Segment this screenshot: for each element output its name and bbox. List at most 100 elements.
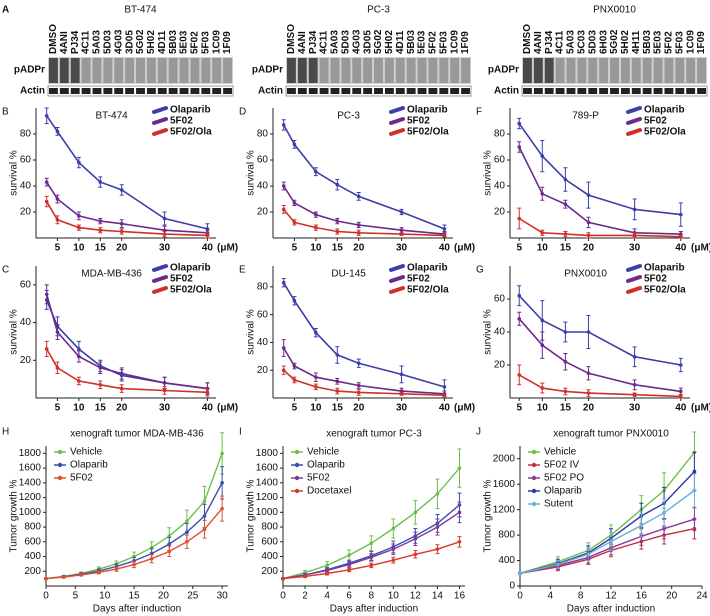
panel-letter: G	[476, 265, 484, 276]
data-point	[356, 231, 361, 235]
lane-label: 3D05	[124, 30, 135, 54]
blot-title: BT-474	[124, 5, 157, 16]
panel-letter: A	[2, 5, 9, 16]
pADPr-smear	[533, 58, 543, 83]
data-point	[314, 385, 318, 389]
data-point	[399, 210, 404, 214]
data-point	[98, 180, 103, 184]
data-point	[347, 553, 351, 557]
legend-marker	[294, 488, 300, 494]
data-point	[98, 228, 103, 232]
x-tick-label: 20	[353, 403, 365, 414]
pADPr-smear	[330, 58, 340, 83]
data-point	[202, 527, 207, 532]
legend-swatch	[152, 286, 168, 294]
data-point	[167, 534, 172, 538]
data-point	[586, 330, 591, 334]
legend-label: 5F02	[407, 274, 430, 285]
x-tick-label: 5	[292, 243, 298, 254]
panel-letter: J	[476, 427, 481, 438]
data-point	[632, 383, 637, 387]
actin-band	[450, 88, 460, 94]
pADPr-smear	[395, 58, 405, 83]
x-tick-label: 10	[99, 591, 111, 602]
actin-band	[374, 88, 383, 94]
series-line	[283, 347, 445, 395]
y-tick-label: 1400	[19, 477, 42, 488]
y-tick-label: 60	[494, 155, 506, 166]
lane-label: 1C09	[211, 30, 222, 54]
actin-band	[417, 88, 427, 94]
legend-label: Vehicle	[544, 447, 577, 458]
legend-swatch	[389, 264, 405, 272]
legend-swatch	[152, 117, 168, 125]
x-tick-label: 40	[675, 243, 687, 254]
lane-label: 4ANI	[533, 31, 544, 54]
x-tick-label: 25	[187, 591, 199, 602]
actin-band	[59, 88, 69, 94]
lane-label: 1C09	[685, 30, 696, 54]
pADPr-smear	[599, 58, 609, 83]
data-point	[442, 233, 447, 238]
x-tick-label: 15	[560, 403, 572, 414]
actin-band	[330, 88, 340, 94]
pADPr-smear	[59, 58, 69, 83]
lane-label: 4C11	[319, 30, 330, 54]
x-unit: (μM)	[454, 243, 475, 254]
legend-swatch	[389, 117, 405, 125]
data-point	[442, 385, 447, 389]
data-point	[391, 547, 396, 551]
y-tick-label: 40	[20, 181, 32, 192]
actin-band	[70, 88, 80, 94]
data-point	[678, 363, 683, 367]
pADPr-smear	[697, 58, 706, 83]
lane-label: PJ34	[70, 30, 81, 54]
chart-title: xenograft tumor PNX0010	[553, 429, 669, 440]
x-unit: (μM)	[217, 403, 238, 414]
legend-swatch	[626, 128, 642, 136]
actin-band	[136, 88, 145, 94]
data-point	[292, 201, 297, 205]
legend-swatch	[626, 117, 642, 125]
y-tick-label: 20	[20, 355, 32, 366]
y-tick-label: 2000	[493, 453, 516, 464]
actin-band	[146, 88, 156, 94]
pADPr-smear	[566, 58, 576, 83]
chart-title: xenograft tumor MDA-MB-436	[70, 429, 204, 440]
y-tick-label: 400	[498, 555, 515, 566]
pADPr-smear	[114, 58, 124, 83]
data-point	[77, 347, 81, 351]
data-point	[335, 353, 340, 357]
y-tick-label: 60	[257, 309, 269, 320]
data-point	[119, 229, 124, 234]
data-point	[220, 451, 224, 456]
actin-strip	[47, 85, 234, 97]
lane-label: 5A03	[330, 30, 341, 54]
y-tick-label: 1200	[19, 492, 42, 503]
data-point	[292, 364, 297, 368]
y-axis-label: survival %	[483, 309, 494, 355]
legend-marker	[57, 475, 63, 481]
data-point	[281, 280, 286, 285]
row-label: Actin	[494, 86, 519, 97]
pADPr-smear	[461, 58, 470, 83]
data-point	[281, 368, 286, 373]
chart-title: MDA-MB-436	[81, 269, 142, 280]
actin-band	[686, 88, 696, 94]
actin-band	[103, 88, 113, 94]
data-point	[540, 154, 545, 158]
series-line	[518, 217, 681, 238]
lane-label: 5F03	[438, 31, 449, 54]
pADPr-smear	[125, 58, 135, 83]
data-point	[662, 511, 666, 515]
legend-swatch	[152, 275, 168, 283]
y-tick-label: 1600	[19, 463, 42, 474]
pADPr-smear	[664, 58, 674, 83]
actin-band	[610, 88, 619, 94]
data-point	[205, 390, 210, 395]
y-tick-label: 1200	[256, 492, 279, 503]
data-point	[413, 552, 418, 557]
y-tick-label: 1600	[493, 479, 516, 490]
data-point	[98, 383, 103, 387]
data-point	[517, 216, 522, 221]
